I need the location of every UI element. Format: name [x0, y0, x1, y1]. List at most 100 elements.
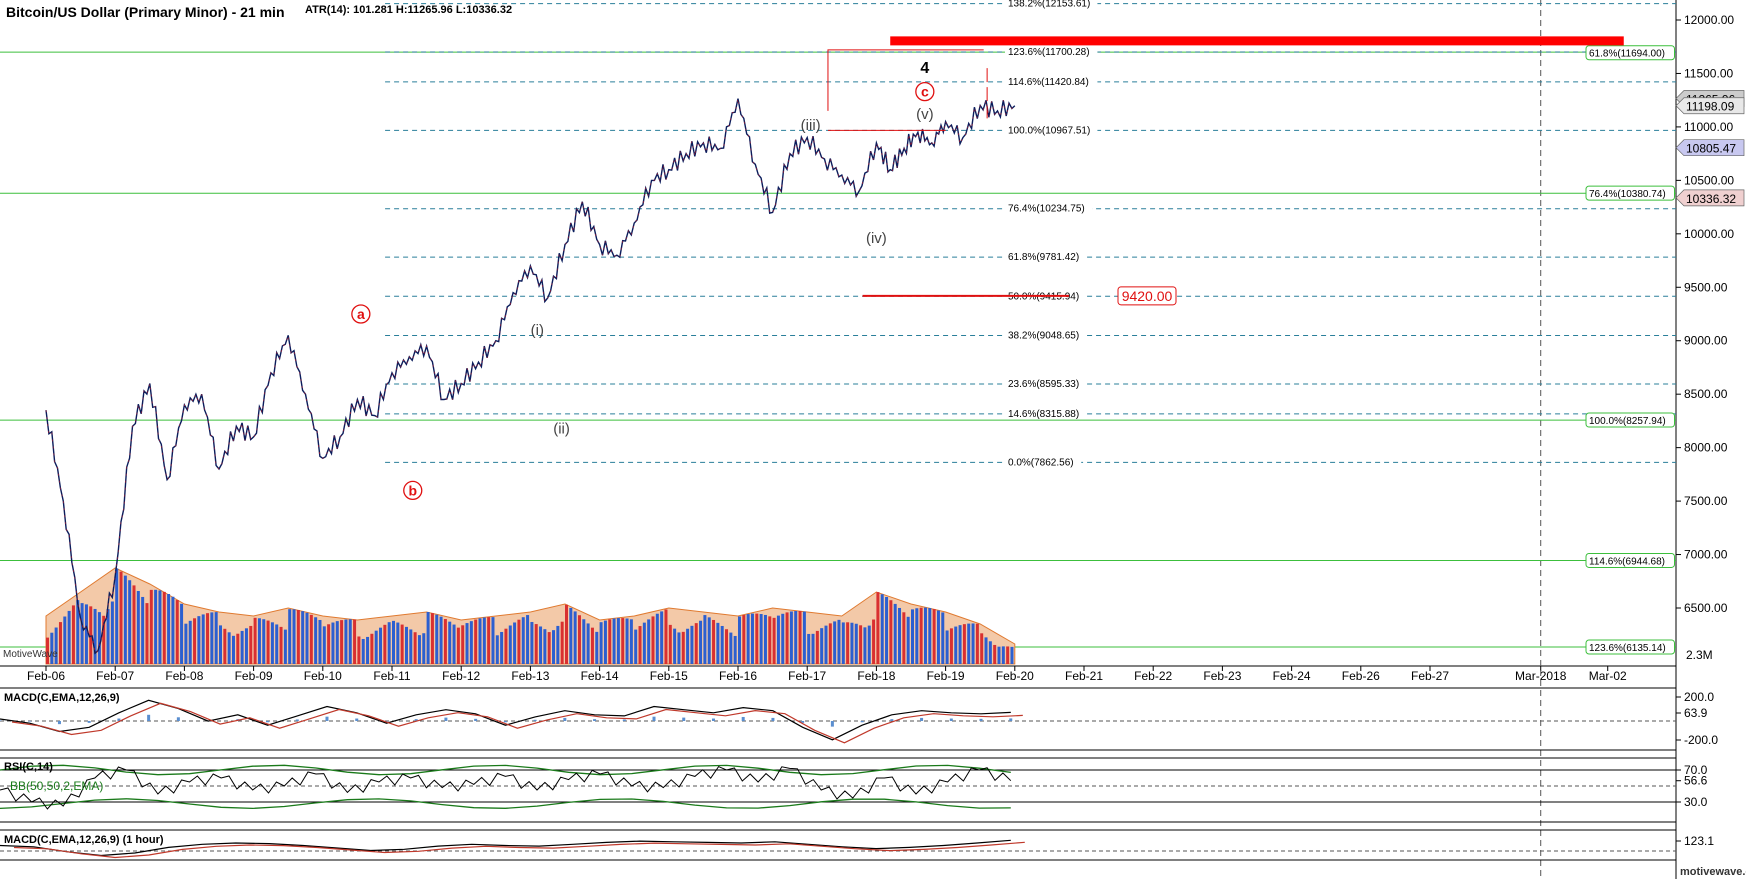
volume-bar [430, 613, 434, 664]
fib-level-label: 76.4%(10234.75) [1008, 204, 1085, 215]
watermark: motivewave.com [1680, 866, 1746, 878]
projection-box [1585, 412, 1675, 428]
volume-bar [240, 630, 244, 664]
volume-bar [794, 611, 798, 664]
volume-bar [686, 628, 690, 664]
volume-bar [236, 633, 240, 664]
date-tick-label: Feb-11 [373, 669, 410, 683]
date-tick-label: Feb-23 [1203, 669, 1241, 683]
wave-label: (iv) [866, 230, 887, 247]
volume-bar [448, 621, 452, 664]
macd-hourly-signal-line [13, 841, 1025, 859]
volume-bar [543, 629, 547, 664]
volume-tick-label: 2.3M [1686, 648, 1713, 662]
price-tick-label: 8500.00 [1684, 387, 1728, 401]
volume-bar [396, 622, 400, 664]
volume-bar [820, 628, 824, 664]
volume-bar [495, 635, 499, 664]
rsi-tick-label: 30.0 [1684, 795, 1708, 809]
volume-bar [759, 614, 763, 664]
volume-bar [880, 594, 884, 664]
price-tick-label: 12000.00 [1684, 13, 1734, 27]
macd-hourly-pane[interactable]: 123.1 [0, 829, 1714, 861]
volume-bar [67, 610, 71, 664]
volume-bar [469, 621, 473, 664]
volume-bar [703, 615, 707, 664]
volume-bar [353, 619, 357, 664]
volume-bar [923, 607, 927, 664]
rsi-pane[interactable]: 70.056.6 30.0 [0, 757, 1708, 823]
volume-bar [223, 628, 227, 664]
volume-bar [461, 625, 465, 664]
volume-bar [206, 613, 210, 664]
projection-label: 61.8%(11694.00) [1589, 49, 1665, 60]
volume-bar [322, 626, 326, 664]
volume-bar [763, 614, 767, 664]
volume-bar [746, 614, 750, 664]
volume-bar [110, 601, 114, 664]
volume-bar [513, 622, 517, 664]
macd-tick-label: 200.0 [1684, 690, 1714, 704]
price-tick-label: 8000.00 [1684, 441, 1728, 455]
date-tick-label: Feb-21 [1065, 669, 1103, 683]
volume-bar [158, 590, 162, 664]
volume-bar [699, 620, 703, 664]
volume-bar [301, 611, 305, 664]
date-tick-label: Feb-16 [719, 669, 757, 683]
date-tick-label: Feb-09 [235, 669, 273, 683]
volume-bar [854, 623, 858, 664]
volume-bar [370, 633, 374, 664]
macd-pane[interactable]: 200.0 63.9 -200.0 [0, 687, 1718, 751]
volume-bar [612, 618, 616, 664]
volume-bar [456, 627, 460, 664]
volume-bar [586, 623, 590, 664]
fib-label-bg [1005, 406, 1087, 419]
volume-bar [1010, 646, 1014, 664]
volume-bar [608, 619, 612, 664]
volume-bar [474, 619, 478, 664]
volume-bar [833, 621, 837, 664]
volume-bar [305, 612, 309, 664]
volume-bar [776, 615, 780, 664]
volume-bar [149, 589, 153, 664]
volume-bar [366, 636, 370, 664]
price-tick-label: 11500.00 [1684, 66, 1733, 80]
volume-bar [539, 626, 543, 664]
volume-bar [573, 611, 577, 664]
volume-bar [331, 622, 335, 664]
volume-bar [936, 610, 940, 664]
rsi-tick-label: 56.6 [1684, 774, 1708, 788]
volume-bar [132, 585, 136, 664]
date-tick-label: Feb-22 [1134, 669, 1172, 683]
fib-label-bg [1005, 328, 1087, 341]
volume-bar [928, 608, 932, 664]
volume-bar [712, 619, 716, 664]
volume-bar [681, 631, 685, 664]
volume-bar [837, 619, 841, 664]
macd-signal-line [11, 702, 1023, 744]
volume-bar [530, 621, 534, 664]
date-tick-label: Mar-02 [1589, 669, 1627, 683]
volume-bar [707, 617, 711, 664]
volume-bar [180, 603, 184, 664]
date-tick-label: Feb-08 [165, 669, 203, 683]
volume-bar [949, 628, 953, 664]
volume-bar [184, 623, 188, 664]
volume-bar [167, 594, 171, 664]
rsi-band-label: BB(50,50,2,EMA) [10, 779, 103, 793]
volume-bar [413, 632, 417, 664]
volume-bar [482, 617, 486, 664]
macd-hourly-tick-label: 123.1 [1684, 834, 1714, 848]
rsi-upper-band [0, 764, 1011, 776]
target-level-label: 9420.00 [1122, 288, 1173, 304]
volume-bar [560, 621, 564, 664]
volume-bar [340, 620, 344, 664]
volume-bar [288, 609, 292, 664]
volume-bar [257, 618, 261, 664]
volume-bar [997, 646, 1001, 664]
volume-bar [647, 619, 651, 664]
fib-level-label: 0.0%(7862.56) [1008, 457, 1074, 468]
volume-bar [616, 618, 620, 664]
